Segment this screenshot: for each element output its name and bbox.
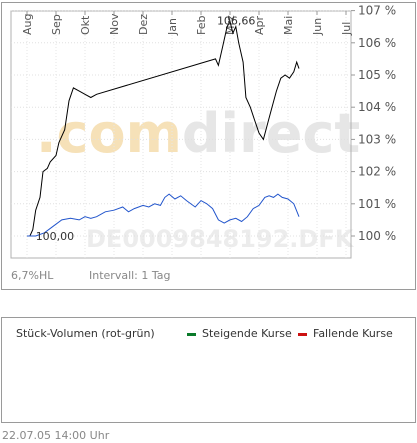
- watermark-symbol: DE0009848192.DFK: [86, 225, 355, 253]
- legend-falling: Fallende Kurse: [298, 327, 393, 340]
- y-tick-label: 106 %: [358, 36, 396, 50]
- y-tick-label: 100 %: [358, 229, 396, 243]
- legend-falling-label: Fallende Kurse: [313, 327, 393, 340]
- y-tick-label: 102 %: [358, 165, 396, 179]
- x-tick-label: Mai: [282, 16, 295, 35]
- y-tick-label: 105 %: [358, 68, 396, 82]
- y-tick-label: 103 %: [358, 132, 396, 146]
- y-tick-label: 101 %: [358, 197, 396, 211]
- timestamp: 22.07.05 14:00 Uhr: [2, 429, 110, 442]
- x-tick-label: Jun: [311, 18, 324, 36]
- x-tick-label: Sep: [50, 14, 63, 35]
- chart-series: [27, 20, 300, 237]
- y-axis-labels: 100 % 101 % 102 % 103 % 104 % 105 % 106 % 107 %: [358, 4, 396, 243]
- series-line-2: [27, 193, 300, 237]
- price-chart-panel: [1, 2, 416, 290]
- interval-label: Intervall: 1 Tag: [89, 269, 171, 282]
- y-tick-label: 104 %: [358, 100, 396, 114]
- price-chart: .comdirect DE0009848192.DFK Aug Sep Okt Nov…: [10, 4, 396, 259]
- legend-rising-label: Steigende Kurse: [202, 327, 292, 340]
- falling-swatch: [298, 332, 307, 336]
- x-tick-label: Okt: [79, 15, 92, 35]
- x-tick-label: Jan: [166, 18, 179, 36]
- x-tick-label: Feb: [195, 16, 208, 35]
- rising-swatch: [187, 332, 196, 336]
- y-tick-label: 107 %: [358, 4, 396, 18]
- x-tick-label: Dez: [137, 14, 150, 35]
- x-axis-labels: Aug Sep Okt Nov Dez Jan Feb Mrz Apr Mai Jun Jul: [21, 13, 353, 36]
- x-tick-label: Apr: [253, 15, 266, 35]
- max-value-label: 106,66: [217, 15, 256, 28]
- x-tick-label: Jul: [340, 22, 353, 36]
- start-value-label: 100,00: [36, 230, 74, 243]
- volume-panel: Stück-Volumen (rot-grün) Steigende Kurse…: [1, 317, 416, 423]
- legend-rising: Steigende Kurse: [187, 327, 292, 340]
- series-line-1: [27, 20, 300, 237]
- volume-title: Stück-Volumen (rot-grün): [16, 327, 155, 340]
- x-tick-label: Aug: [21, 14, 34, 35]
- chart-grid: [10, 10, 355, 259]
- range-label: 6,7%HL: [11, 269, 54, 282]
- x-tick-label: Nov: [108, 13, 121, 35]
- plot-frame: [10, 10, 352, 259]
